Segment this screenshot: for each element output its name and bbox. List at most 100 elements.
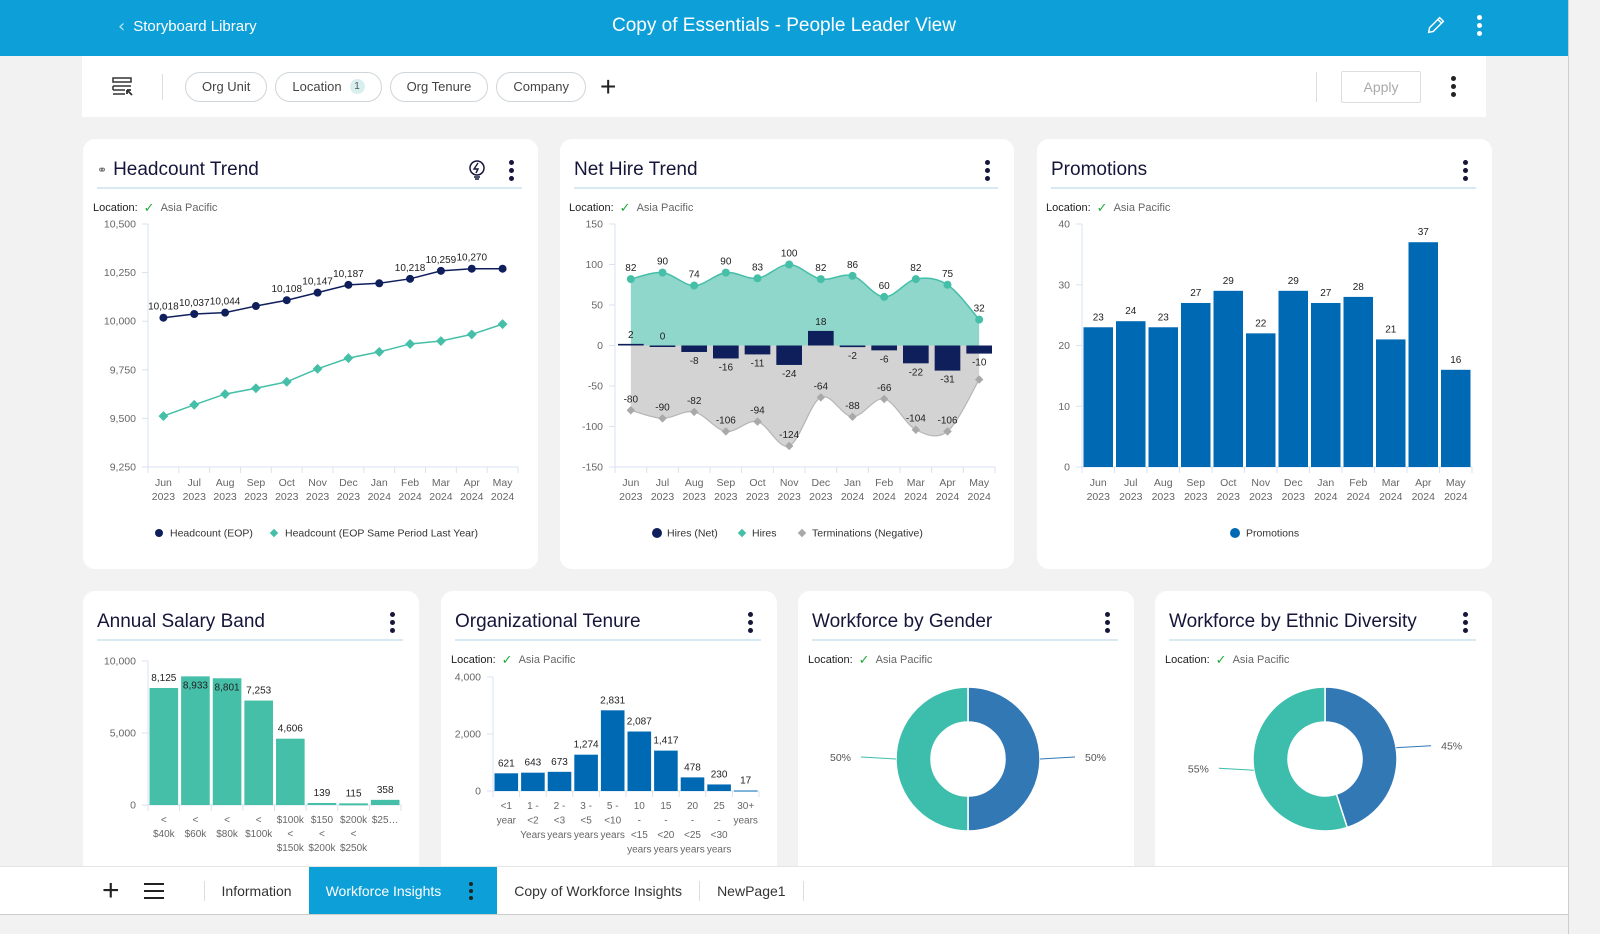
- data-label: 1,274: [574, 740, 599, 751]
- x-tick-label: Sep: [247, 477, 266, 489]
- card-title: Workforce by Ethnic Diversity: [1169, 611, 1417, 632]
- card-organizational-tenure: Organizational Tenure Location: ✓ Asia Pac…: [441, 591, 777, 881]
- data-label: 8,801: [215, 682, 240, 693]
- card-more-menu-icon[interactable]: [1463, 159, 1468, 181]
- page-title: Copy of Essentials - People Leader View: [612, 15, 956, 36]
- data-label: -90: [655, 402, 670, 413]
- data-label: 29: [1288, 276, 1300, 287]
- x-tick-label: 2023: [306, 491, 330, 503]
- hires-point: [690, 281, 699, 290]
- data-label: 10,187: [333, 269, 364, 280]
- insights-lightbulb-icon[interactable]: [467, 159, 487, 181]
- termination-point: [626, 406, 636, 415]
- x-tick-label: Feb: [875, 477, 893, 489]
- x-tick-label: <: [287, 829, 293, 840]
- salary-bar: [212, 678, 242, 805]
- x-tick-label: May: [1446, 477, 1467, 489]
- x-tick-label: 2024: [1347, 491, 1371, 503]
- data-label: -106: [937, 415, 957, 426]
- promotion-bar: [1148, 327, 1178, 467]
- window-bottom-edge: [0, 914, 1568, 934]
- y-tick-label: 9,750: [110, 364, 136, 376]
- header-more-menu-icon[interactable]: [1477, 14, 1482, 36]
- x-tick-label: <: [193, 815, 199, 826]
- termination-point: [816, 393, 826, 402]
- data-point-last-year: [281, 376, 292, 387]
- x-tick-label: years: [707, 845, 731, 856]
- x-tick-label: 2024: [368, 491, 392, 503]
- x-tick-label: 2024: [1444, 491, 1468, 503]
- tab-label: Copy of Workforce Insights: [514, 882, 683, 899]
- hires-area: [630, 264, 980, 346]
- tab-copy-of-workforce-insights[interactable]: Copy of Workforce Insights: [497, 867, 699, 915]
- data-point-last-year: [374, 346, 385, 357]
- terminations-area: [630, 345, 980, 447]
- x-tick-label: $150: [311, 815, 334, 826]
- divider: [699, 880, 701, 901]
- termination-point: [911, 425, 921, 434]
- net-hire-bar: [966, 345, 992, 354]
- data-label: 8,125: [151, 673, 176, 684]
- add-page-button[interactable]: +: [102, 873, 120, 907]
- pages-menu-icon[interactable]: [143, 882, 164, 899]
- promotion-bar: [1181, 302, 1211, 467]
- add-filter-button[interactable]: +: [600, 70, 617, 102]
- legend-marker-headcount: [155, 529, 163, 537]
- location-value: Asia Pacific: [875, 654, 933, 666]
- ethnic-donut-chart: 45% 55%: [1188, 686, 1462, 832]
- data-label: 21: [1385, 324, 1397, 335]
- card-title: Organizational Tenure: [455, 611, 641, 632]
- termination-point: [721, 427, 731, 436]
- card-more-menu-icon[interactable]: [390, 611, 395, 633]
- donut-slice: [967, 686, 1041, 832]
- x-tick-label: Jan: [1317, 477, 1334, 489]
- tab-more-menu-icon[interactable]: [469, 881, 474, 900]
- data-point-last-year: [466, 329, 477, 340]
- page-tabs-bar: + Information Workforce Insights Copy of…: [0, 866, 1568, 915]
- card-more-menu-icon[interactable]: [1105, 611, 1110, 633]
- salary-bar: [370, 799, 400, 805]
- x-tick-label: Dec: [811, 477, 830, 489]
- x-tick-label: $25…: [372, 815, 399, 826]
- data-point-last-year: [435, 336, 446, 346]
- data-point-headcount: [436, 266, 445, 275]
- filter-chip-company[interactable]: Company: [496, 71, 586, 102]
- location-label: Location:: [1165, 654, 1210, 666]
- filter-bar: Org Unit Location 1 Org Tenure Company + …: [82, 56, 1486, 117]
- net-hire-chart: -150 -100 -50 0 50 100 150 2 0 -8 -16 -11 -24 18 -2 -6 -…: [582, 219, 996, 540]
- x-tick-label: 5 -: [607, 801, 619, 812]
- filter-more-menu-icon[interactable]: [1451, 76, 1456, 97]
- net-hire-bar: [713, 345, 739, 359]
- data-label: 75: [942, 269, 954, 280]
- y-tick-label: -150: [582, 462, 603, 474]
- filter-chip-org-tenure[interactable]: Org Tenure: [389, 71, 489, 102]
- data-label: 230: [711, 769, 728, 780]
- apply-button[interactable]: Apply: [1341, 70, 1421, 103]
- tab-information[interactable]: Information: [205, 867, 309, 915]
- x-tick-label: 2024: [460, 491, 484, 503]
- data-label: 86: [847, 260, 859, 271]
- card-more-menu-icon[interactable]: [985, 159, 990, 181]
- filter-chip-org-unit[interactable]: Org Unit: [185, 71, 268, 102]
- x-tick-label: <25: [684, 830, 701, 841]
- x-tick-label: 2024: [936, 491, 960, 503]
- slice-label: 55%: [1188, 763, 1209, 775]
- card-more-menu-icon[interactable]: [509, 159, 514, 181]
- data-label: 82: [910, 263, 922, 274]
- card-more-menu-icon[interactable]: [748, 611, 753, 633]
- data-label: 32: [974, 304, 986, 315]
- back-to-storyboard-library[interactable]: ‹ Storyboard Library: [118, 16, 257, 37]
- tab-workforce-insights[interactable]: Workforce Insights: [308, 866, 498, 915]
- y-tick-label: 10,250: [104, 267, 136, 279]
- x-tick-label: 2023: [777, 491, 801, 503]
- card-more-menu-icon[interactable]: [1463, 611, 1468, 633]
- data-label: -2: [848, 351, 857, 362]
- legend-marker-terminations: [797, 528, 807, 538]
- y-tick-label: 9,500: [110, 413, 136, 425]
- filter-chip-location[interactable]: Location 1: [275, 71, 382, 102]
- x-tick-label: 2023: [809, 491, 833, 503]
- filter-panel-toggle-icon[interactable]: [110, 74, 136, 100]
- tab-newpage1[interactable]: NewPage1: [700, 867, 803, 915]
- edit-pencil-icon[interactable]: [1425, 14, 1447, 36]
- x-tick-label: 2023: [183, 491, 207, 503]
